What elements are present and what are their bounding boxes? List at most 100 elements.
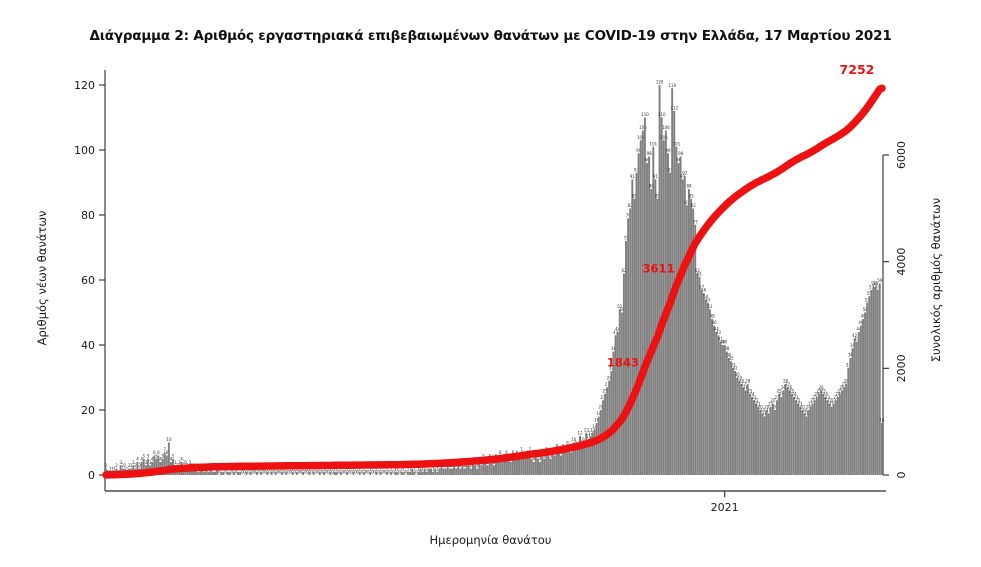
bar-label: 51 <box>707 304 713 309</box>
bar <box>532 462 535 475</box>
bar-label: 7 <box>163 447 166 452</box>
bar-label: 4 <box>170 457 173 462</box>
bar <box>805 416 808 475</box>
bar <box>543 458 546 475</box>
bar <box>482 458 485 475</box>
bar <box>465 465 468 475</box>
bar <box>467 465 470 475</box>
bar <box>830 406 833 475</box>
bar <box>207 471 210 475</box>
bar-label: 44 <box>856 327 862 332</box>
bar <box>526 455 529 475</box>
bar <box>486 465 489 475</box>
bar <box>763 416 766 475</box>
bar-label: 4 <box>159 457 162 462</box>
bar-label: 1 <box>436 466 439 471</box>
bar <box>386 471 388 475</box>
bar-label: 21 <box>756 401 762 406</box>
bar <box>635 172 638 475</box>
bar-label: 3 <box>189 460 192 465</box>
bar-label: 43 <box>716 330 722 335</box>
bar <box>222 471 225 475</box>
bar-label: 48 <box>710 314 716 319</box>
bar-label: 0 <box>342 470 345 475</box>
bar <box>421 471 424 475</box>
bar <box>658 85 661 475</box>
bar-label: 18 <box>762 411 768 416</box>
bar <box>476 468 479 475</box>
bar <box>610 371 613 475</box>
bar-label: 24 <box>749 392 755 397</box>
bar-label: 2 <box>134 463 137 468</box>
bar-label: 2 <box>130 463 133 468</box>
bar <box>755 403 758 475</box>
bar-label: 5 <box>489 453 492 458</box>
bar-label: 33 <box>731 362 737 367</box>
bar-label: 0 <box>224 470 227 475</box>
bar-label: 59 <box>877 278 883 283</box>
bar <box>281 471 284 475</box>
bar-label: 26 <box>819 385 825 390</box>
bar-label: 0 <box>354 470 357 475</box>
bar-label: 0 <box>231 470 234 475</box>
bar-label: 5 <box>482 453 485 458</box>
bar <box>553 455 556 475</box>
bar-label: 12 <box>588 431 594 436</box>
bar <box>857 332 860 475</box>
bar-label: 42 <box>852 333 858 338</box>
bar-label: 25 <box>777 388 783 393</box>
bar <box>455 468 458 475</box>
x-axis-title: Ημερομηνία θανάτου <box>429 533 552 547</box>
bar-label: 46 <box>858 320 864 325</box>
bar <box>495 458 497 475</box>
bar-label: 3 <box>178 460 181 465</box>
bar <box>648 156 651 475</box>
bar <box>270 471 273 475</box>
bar-label: 0 <box>382 470 385 475</box>
bar-label: 4 <box>180 457 183 462</box>
bar-label: 54 <box>703 294 709 299</box>
bar-label: 99 <box>666 148 672 153</box>
bar <box>199 468 202 475</box>
x-tick-label: 2021 <box>711 501 739 514</box>
bar <box>570 452 573 475</box>
y-right-tick-label: 2000 <box>895 354 908 382</box>
bar <box>876 289 879 475</box>
bar-label: 24 <box>835 392 841 397</box>
bar-label: 96 <box>676 158 682 163</box>
bar <box>163 452 166 475</box>
bar <box>237 471 240 475</box>
bar-label: 2 <box>122 463 125 468</box>
bar <box>390 471 393 475</box>
bar <box>211 471 214 475</box>
bar <box>811 403 814 475</box>
bar <box>524 458 527 475</box>
bar <box>641 130 644 475</box>
bar <box>815 397 818 475</box>
bar-label: 91 <box>680 174 686 179</box>
bar <box>528 452 531 475</box>
bar-label: 0 <box>279 470 282 475</box>
bar-label: 16 <box>879 418 885 423</box>
bar <box>440 465 443 475</box>
bar <box>618 309 621 475</box>
bar-label: 12 <box>577 431 583 436</box>
bar <box>671 88 674 475</box>
bar <box>220 471 223 475</box>
bar-label: 44 <box>714 327 720 332</box>
bar-label: 33 <box>846 362 852 367</box>
bar <box>631 179 634 475</box>
bar-label: 1 <box>111 466 114 471</box>
bar-label: 5 <box>549 453 552 458</box>
bar <box>266 471 269 475</box>
bar-label: 112 <box>671 106 679 111</box>
bar-label: 10 <box>571 437 577 442</box>
bar-label: 72 <box>624 236 630 241</box>
bar <box>155 458 158 475</box>
bar-label: 0 <box>247 470 250 475</box>
bar <box>822 393 825 475</box>
bar <box>826 400 829 475</box>
bar-label: 26 <box>840 385 846 390</box>
bar-label: 0 <box>331 470 334 475</box>
